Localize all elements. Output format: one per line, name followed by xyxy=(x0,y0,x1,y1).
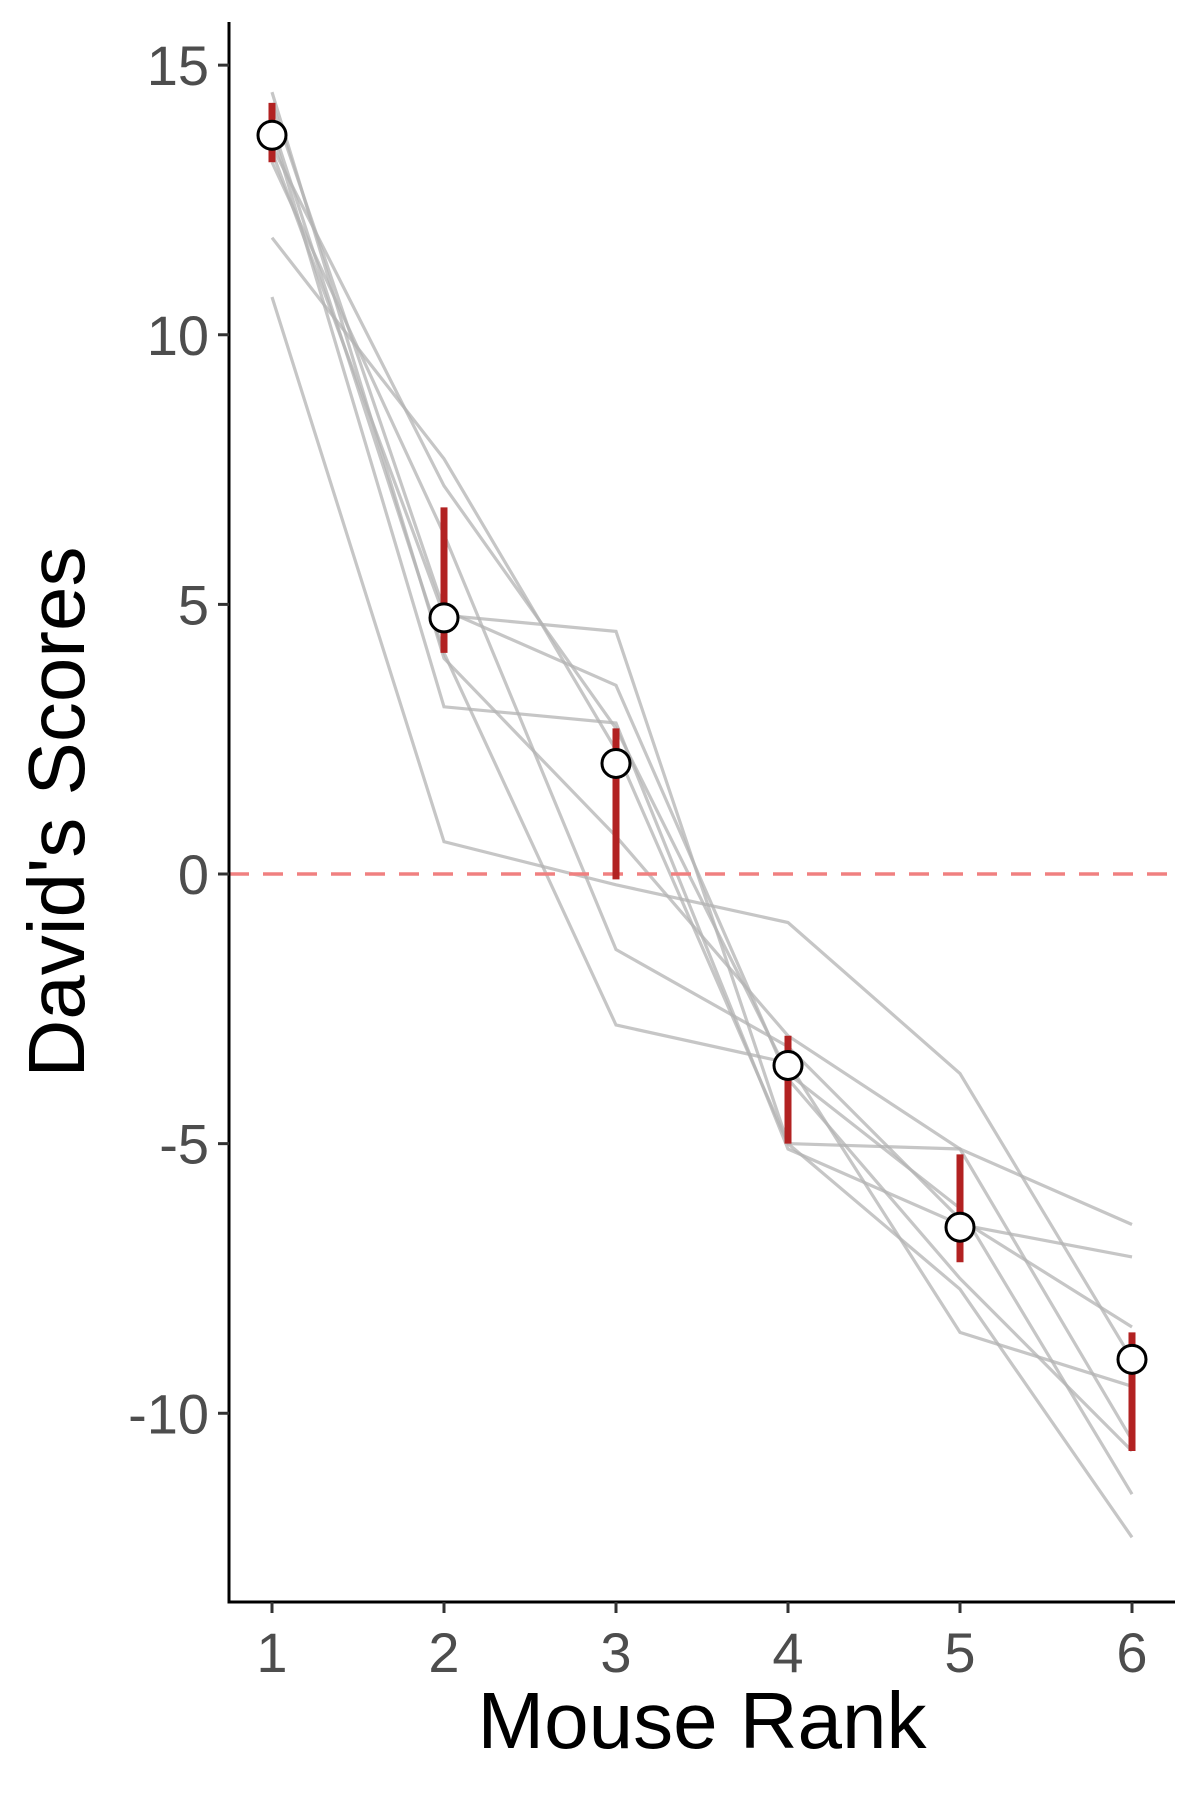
mean-point-1 xyxy=(256,119,288,151)
x-tick-label: 3 xyxy=(600,1621,631,1684)
individual-line-7 xyxy=(270,236,1134,1539)
individual-line-6 xyxy=(270,161,1133,1329)
y-tick-label: 5 xyxy=(178,573,209,636)
mean-point-6 xyxy=(1116,1343,1148,1375)
individual-line-5 xyxy=(270,150,1134,1442)
y-axis-title: David's Scores xyxy=(12,546,101,1077)
individual-line-8 xyxy=(270,296,1134,1361)
mean-point-5 xyxy=(944,1211,976,1243)
y-tick-label: 10 xyxy=(147,304,209,367)
x-tick-label: 6 xyxy=(1116,1621,1147,1684)
y-tick-label: 0 xyxy=(178,843,209,906)
y-tick-label: 15 xyxy=(147,34,209,97)
individual-line-1 xyxy=(270,91,1133,1226)
mean-point-3 xyxy=(600,747,632,779)
x-tick-label: 5 xyxy=(944,1621,975,1684)
individual-lines xyxy=(270,91,1134,1539)
x-tick-label: 1 xyxy=(256,1621,287,1684)
x-tick-label: 2 xyxy=(428,1621,459,1684)
y-tick-label: -10 xyxy=(128,1382,209,1445)
x-axis-ticks: 1 2 3 4 5 6 xyxy=(256,1602,1148,1684)
error-bars xyxy=(268,102,1136,1452)
individual-line-2 xyxy=(270,102,1134,1453)
x-axis-title: Mouse Rank xyxy=(477,1676,927,1765)
x-tick-label: 4 xyxy=(772,1621,803,1684)
y-tick-label: -5 xyxy=(159,1113,209,1176)
individual-line-3 xyxy=(270,129,1133,1259)
mean-point-2 xyxy=(428,602,460,634)
individual-line-9 xyxy=(270,124,1133,1388)
mean-points xyxy=(256,119,1148,1375)
axes xyxy=(227,22,1175,1604)
y-axis-ticks: 15 10 5 0 -5 -10 xyxy=(128,34,229,1445)
mean-point-4 xyxy=(772,1049,804,1081)
individual-line-4 xyxy=(270,145,1134,1496)
